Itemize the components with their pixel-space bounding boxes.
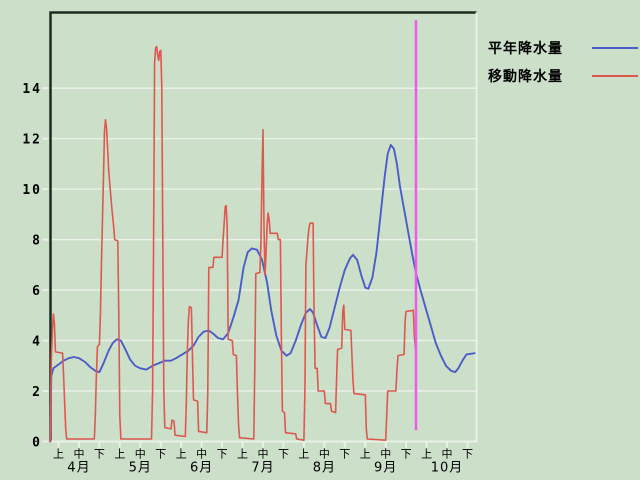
x-period-label-16: 中 (380, 448, 391, 461)
legend-label-normal-precipitation: 平年降水量 (488, 41, 563, 57)
legend: 平年降水量 移動降水量 (488, 34, 638, 90)
x-period-label-1: 中 (73, 448, 84, 461)
y-axis-label-0: 0 (32, 436, 42, 451)
y-axis-label-12: 12 (22, 133, 42, 148)
plot-border-light (50, 12, 478, 443)
x-month-label-4月: 4月 (67, 461, 90, 476)
x-period-label-8: 下 (217, 448, 228, 461)
x-period-label-12: 上 (298, 448, 309, 461)
x-month-label-7月: 7月 (251, 461, 274, 476)
x-period-label-5: 下 (155, 448, 166, 461)
x-period-label-10: 中 (258, 448, 269, 461)
y-axis-label-8: 8 (32, 234, 42, 249)
x-period-label-19: 中 (442, 448, 453, 461)
x-month-label-10月: 10月 (431, 461, 464, 476)
x-period-label-6: 上 (176, 448, 187, 461)
y-axis-label-10: 10 (22, 183, 42, 198)
x-period-label-3: 上 (114, 448, 125, 461)
y-axis-label-14: 14 (22, 82, 42, 97)
legend-label-moving-precipitation: 移動降水量 (488, 69, 563, 85)
legend-item-normal-precipitation: 平年降水量 (488, 34, 638, 62)
moving-precipitation-line (49, 45, 417, 443)
x-period-label-17: 下 (401, 448, 412, 461)
x-period-label-20: 下 (462, 448, 473, 461)
x-month-label-8月: 8月 (313, 461, 336, 476)
x-period-label-13: 中 (319, 448, 330, 461)
y-axis-label-2: 2 (32, 385, 42, 400)
x-period-label-2: 下 (94, 448, 105, 461)
x-period-label-15: 上 (360, 448, 371, 461)
legend-line-swatch-red (592, 75, 638, 77)
x-period-label-4: 中 (135, 448, 146, 461)
legend-item-moving-precipitation: 移動降水量 (488, 62, 638, 90)
x-month-label-5月: 5月 (129, 461, 152, 476)
x-period-label-18: 上 (421, 448, 432, 461)
x-month-label-6月: 6月 (190, 461, 213, 476)
normal-precipitation-line (49, 144, 476, 443)
x-period-label-0: 上 (53, 448, 64, 461)
plot-border-dark (49, 11, 477, 442)
y-axis-label-4: 4 (32, 335, 42, 350)
x-month-label-9月: 9月 (374, 461, 397, 476)
x-period-label-11: 下 (278, 448, 289, 461)
y-axis-label-6: 6 (32, 284, 42, 299)
x-period-label-9: 上 (237, 448, 248, 461)
x-period-label-14: 下 (339, 448, 350, 461)
legend-line-swatch-blue (592, 47, 638, 49)
x-period-label-7: 中 (196, 448, 207, 461)
